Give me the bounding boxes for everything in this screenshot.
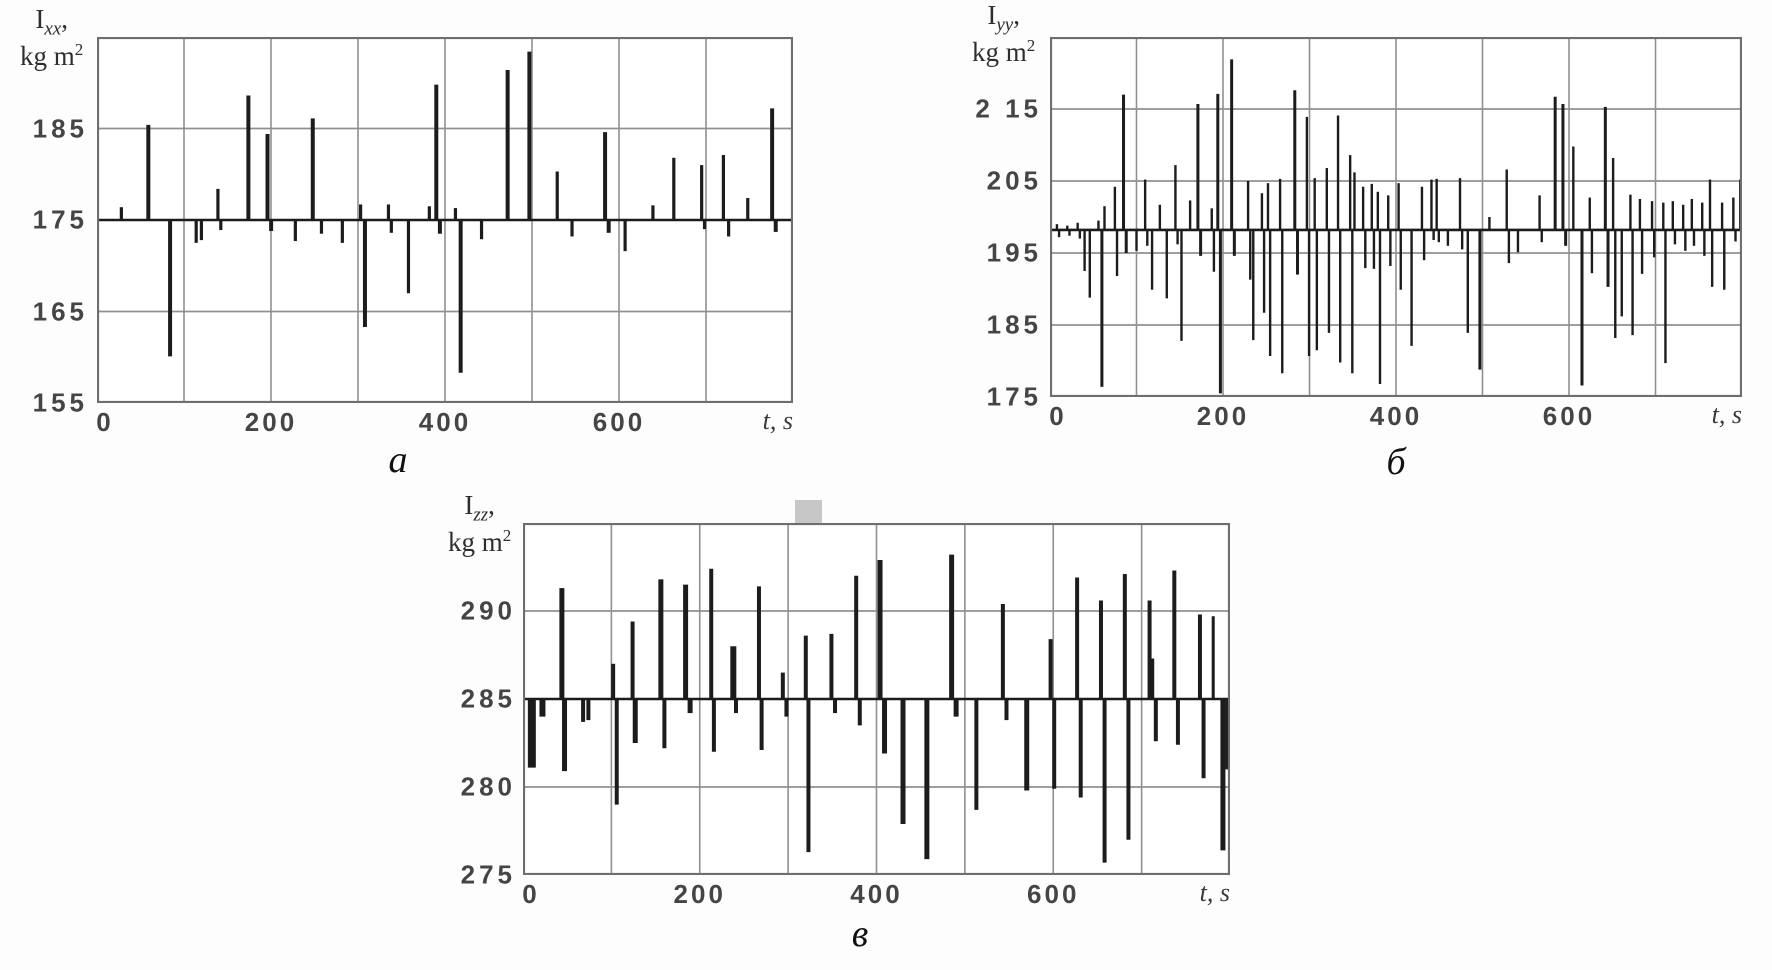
chart-b-ytick-175: 175 xyxy=(986,381,1042,412)
chart-v-ylabel: Izz, kg m2 xyxy=(448,490,512,558)
chart-a-ytick-175: 175 xyxy=(32,204,88,235)
chart-v-xtick-200: 200 xyxy=(673,879,726,909)
chart-v-ytick-290: 290 xyxy=(460,595,516,626)
chart-v-ytick-275: 275 xyxy=(460,859,516,890)
chart-v-xtick-0: 0 xyxy=(522,879,540,909)
chart-a-xtick-400: 400 xyxy=(418,407,472,437)
chart-b-xtick-600: 600 xyxy=(1542,401,1596,431)
chart-a-plot xyxy=(97,37,793,403)
chart-v-xtick-600: 600 xyxy=(1027,879,1080,909)
chart-a-spikes xyxy=(119,51,778,373)
chart-v-ytick-280: 280 xyxy=(460,771,516,802)
chart-v-ytick-285: 285 xyxy=(460,683,516,714)
chart-a-ylabel: Ixx, kg m2 xyxy=(20,4,84,72)
chart-b-ytick-185: 185 xyxy=(986,309,1042,340)
chart-b-xtick-0: 0 xyxy=(1049,401,1067,431)
chart-a-panel-label: а xyxy=(388,439,408,481)
chart-v-xtick-400: 400 xyxy=(850,879,903,909)
chart-a-ytick-185: 185 xyxy=(32,113,88,143)
chart-a-xtick-0: 0 xyxy=(96,407,114,437)
chart-a-xtick-200: 200 xyxy=(244,407,298,437)
chart-a-xaxis-unit: t, s xyxy=(762,406,793,435)
chart-b-xtick-200: 200 xyxy=(1196,401,1250,431)
chart-b-xaxis-unit: t, s xyxy=(1711,400,1742,429)
chart-b-plot xyxy=(1050,37,1742,397)
chart-a-xtick-600: 600 xyxy=(592,407,646,437)
chart-a-ytick-165: 165 xyxy=(32,296,88,326)
chart-b-ytick-195: 195 xyxy=(986,237,1042,268)
chart-b-panel-label: б xyxy=(1386,441,1406,483)
chart-v-xaxis-unit: t, s xyxy=(1199,878,1230,907)
chart-v-panel-label: в xyxy=(851,913,869,955)
chart-a-ytick-155: 155 xyxy=(32,387,88,418)
chart-v-plot xyxy=(523,523,1230,875)
chart-b-xtick-400: 400 xyxy=(1369,401,1423,431)
chart-b-spikes xyxy=(1055,59,1742,394)
chart-b-ylabel: Iyy, kg m2 xyxy=(972,0,1036,68)
chart-b-ytick-215: 2 15 xyxy=(975,93,1042,124)
chart-v-spikes xyxy=(527,554,1230,863)
chart-b-ytick-205: 205 xyxy=(986,165,1042,196)
